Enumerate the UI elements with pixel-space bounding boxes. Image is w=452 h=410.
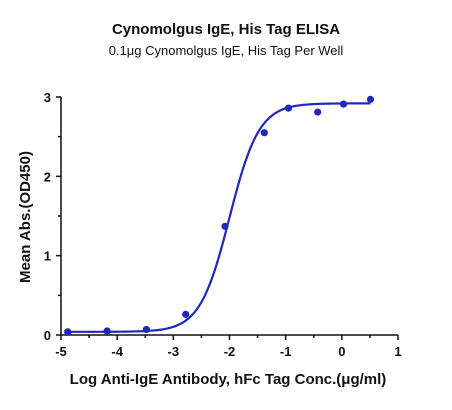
y-axis-label: Mean Abs.(OD450): [17, 151, 34, 283]
y-tick-label: 2: [44, 169, 51, 184]
x-axis-label: Log Anti-IgE Antibody, hFc Tag Conc.(μg/…: [70, 371, 387, 388]
data-point: [314, 108, 322, 116]
x-tick-label: -3: [168, 344, 180, 359]
fit-curve: [67, 102, 371, 333]
data-point: [284, 104, 293, 112]
y-tick-label: 3: [44, 90, 51, 105]
data-point: [366, 95, 375, 103]
x-tick-label: -2: [224, 344, 236, 359]
chart-subtitle: 0.1μg Cynomolgus IgE, His Tag Per Well: [109, 43, 344, 58]
chart-title: Cynomolgus IgE, His Tag ELISA: [112, 21, 340, 38]
data-point: [103, 327, 111, 335]
data-point: [142, 325, 150, 334]
tick-marks: [56, 96, 399, 340]
data-point: [221, 222, 229, 230]
x-tick-label: 1: [394, 344, 401, 359]
data-point: [260, 129, 268, 137]
tick-labels: -5 -4 -3 -2 -1 0 1 0 1 2 3: [44, 90, 402, 359]
y-tick-label: 1: [44, 249, 51, 264]
data-point: [182, 310, 190, 318]
data-points: [64, 95, 375, 336]
data-point: [64, 328, 72, 336]
data-point: [339, 100, 348, 108]
x-tick-label: -1: [280, 344, 292, 359]
y-tick-label: 0: [44, 328, 51, 343]
x-tick-label: 0: [338, 344, 345, 359]
x-tick-label: -4: [111, 344, 123, 359]
x-tick-label: -5: [55, 344, 67, 359]
